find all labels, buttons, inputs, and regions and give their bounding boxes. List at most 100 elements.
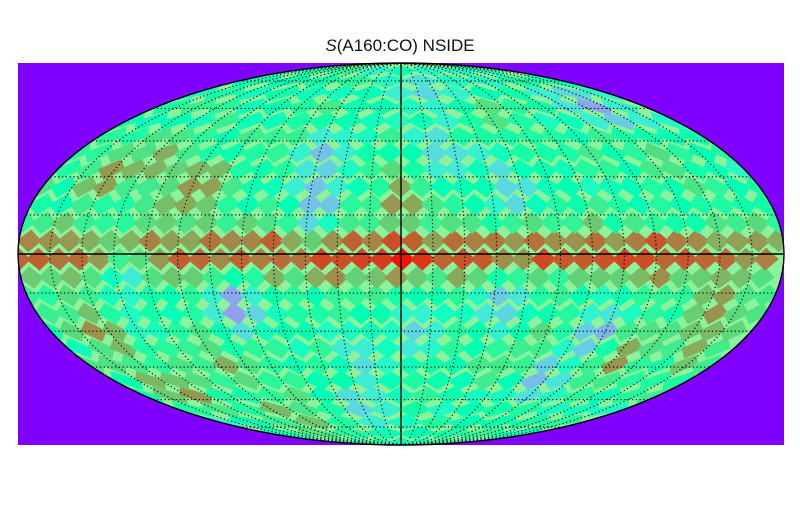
map-pixel	[335, 158, 363, 181]
map-pixel	[449, 65, 509, 77]
map-pixel	[571, 320, 598, 342]
map-pixel	[565, 193, 592, 216]
map-pixel	[720, 320, 748, 342]
map-pixel	[293, 320, 321, 342]
map-pixel	[656, 320, 684, 342]
map-pixel	[709, 266, 735, 289]
map-pixel	[443, 320, 470, 342]
map-pixel	[338, 193, 364, 216]
map-pixel	[212, 354, 241, 375]
map-pixel	[258, 65, 337, 77]
map-pixel	[119, 158, 147, 181]
map-pixel	[316, 211, 342, 234]
map-pixel	[297, 426, 342, 439]
map-pixel	[588, 386, 621, 405]
map-pixel	[678, 126, 710, 147]
map-pixel	[322, 284, 348, 307]
map-pixel	[163, 158, 190, 181]
map-pixel	[261, 176, 288, 198]
map-pixel	[357, 111, 389, 131]
map-pixel	[55, 302, 82, 325]
map-pixel	[661, 176, 688, 198]
map-pixel	[196, 142, 225, 163]
map-pixel	[401, 436, 429, 445]
map-pixel	[153, 337, 181, 359]
map-pixel	[438, 211, 464, 234]
map-pixel	[635, 320, 662, 342]
map-pixel	[464, 320, 491, 342]
map-pixel	[615, 337, 643, 359]
map-pixel	[132, 211, 159, 234]
map-pixel	[451, 302, 478, 325]
map-pixel	[681, 337, 709, 359]
map-pixel	[283, 111, 315, 131]
map-pixel	[482, 229, 508, 253]
map-pixel	[36, 229, 62, 253]
title-italic-part: S	[325, 36, 337, 55]
map-pixel	[395, 354, 424, 375]
map-pixel	[627, 193, 653, 216]
map-pixel	[326, 302, 353, 325]
map-pixel	[222, 302, 249, 325]
map-pixel	[160, 266, 186, 289]
map-pixel	[263, 337, 291, 359]
map-pixel	[399, 370, 430, 390]
map-pixel	[293, 65, 353, 77]
map-pixel	[279, 229, 305, 253]
map-pixel	[640, 176, 667, 198]
meridian-line	[368, 63, 402, 445]
map-pixel	[503, 193, 530, 216]
map-pixel	[281, 284, 307, 307]
map-pixel	[610, 126, 640, 147]
map-pixel	[622, 211, 648, 234]
map-pixel	[219, 284, 246, 307]
map-pixel	[704, 229, 730, 253]
map-pixel	[723, 302, 749, 325]
map-pixel	[380, 85, 417, 102]
map-pixel	[76, 302, 103, 325]
map-pixel	[479, 414, 518, 430]
map-pixel	[234, 97, 267, 116]
map-pixel	[586, 400, 630, 418]
map-pixel	[79, 266, 105, 289]
map-pixel	[302, 266, 328, 289]
map-pixel	[576, 176, 603, 198]
map-pixel	[77, 229, 103, 253]
map-pixel	[624, 354, 653, 375]
map-pixel	[320, 229, 346, 253]
map-pixel	[314, 400, 349, 418]
map-pixel	[135, 111, 169, 131]
map-pixel	[209, 111, 241, 131]
map-pixel	[439, 337, 467, 359]
map-pixel	[548, 284, 574, 307]
map-pixel	[442, 142, 471, 163]
map-pixel	[234, 111, 265, 131]
map-pixel	[343, 266, 369, 289]
map-pixel	[285, 302, 311, 325]
map-pixel	[561, 400, 600, 418]
map-pixel	[660, 158, 687, 181]
map-pixel	[379, 158, 406, 181]
map-pixel	[227, 158, 255, 181]
map-pixel	[323, 266, 349, 289]
map-pixel	[516, 126, 546, 147]
map-pixel	[336, 320, 363, 342]
map-pixel	[189, 126, 219, 147]
map-pixel	[301, 284, 328, 307]
map-pixel	[401, 229, 427, 253]
map-pixel	[544, 193, 571, 216]
map-pixel	[135, 370, 166, 390]
map-pixel	[110, 370, 144, 390]
map-pixel	[57, 229, 83, 253]
map-pixel	[76, 158, 104, 181]
map-pixel	[297, 193, 323, 216]
map-pixel	[487, 142, 516, 163]
map-pixel	[185, 111, 216, 131]
map-pixel	[201, 266, 227, 289]
map-pixel	[231, 370, 262, 390]
map-pixel	[152, 97, 193, 116]
map-pixel	[87, 337, 115, 359]
meridian-line	[400, 63, 625, 445]
map-pixel	[409, 85, 446, 102]
map-pixel	[198, 229, 224, 253]
